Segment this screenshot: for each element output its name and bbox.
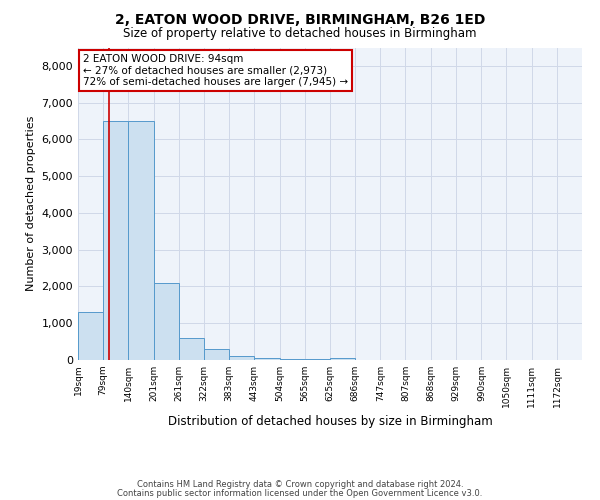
Bar	[154, 283, 179, 360]
Bar	[254, 358, 280, 360]
Bar	[204, 349, 229, 360]
Bar	[280, 359, 305, 360]
Bar	[128, 121, 154, 360]
Bar	[179, 338, 204, 360]
X-axis label: Distribution of detached houses by size in Birmingham: Distribution of detached houses by size …	[167, 416, 493, 428]
Text: Contains HM Land Registry data © Crown copyright and database right 2024.: Contains HM Land Registry data © Crown c…	[137, 480, 463, 489]
Bar	[330, 358, 355, 360]
Text: Contains public sector information licensed under the Open Government Licence v3: Contains public sector information licen…	[118, 488, 482, 498]
Text: 2 EATON WOOD DRIVE: 94sqm
← 27% of detached houses are smaller (2,973)
72% of se: 2 EATON WOOD DRIVE: 94sqm ← 27% of detac…	[83, 54, 348, 87]
Text: Size of property relative to detached houses in Birmingham: Size of property relative to detached ho…	[123, 28, 477, 40]
Bar	[78, 312, 103, 360]
Y-axis label: Number of detached properties: Number of detached properties	[26, 116, 36, 292]
Bar	[229, 356, 254, 360]
Text: 2, EATON WOOD DRIVE, BIRMINGHAM, B26 1ED: 2, EATON WOOD DRIVE, BIRMINGHAM, B26 1ED	[115, 12, 485, 26]
Bar	[103, 121, 128, 360]
